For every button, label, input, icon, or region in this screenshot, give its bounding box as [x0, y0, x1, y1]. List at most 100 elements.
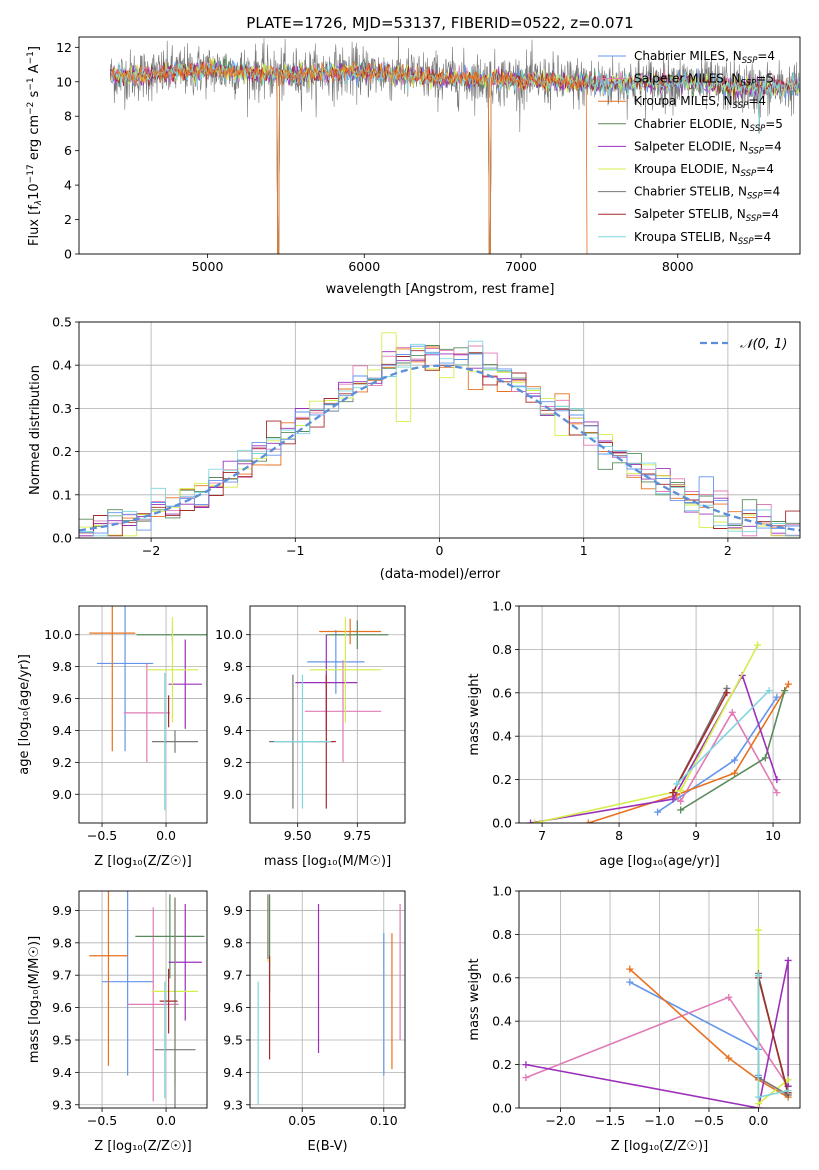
y-tick-label: 9.3: [223, 1097, 243, 1112]
plot-area: [109, 37, 800, 254]
x-axis-label: (data-model)/error: [380, 567, 501, 582]
weight-point: [522, 1061, 530, 1069]
y-tick-label: 0.0: [52, 531, 72, 546]
x-tick-label: 7000: [505, 259, 537, 274]
axes-frame: [518, 890, 801, 1109]
y-tick-label: 10.0: [215, 627, 243, 642]
histogram-step-1: [79, 345, 800, 534]
legend-label: Kroupa ELODIE, NSSP=4: [634, 162, 774, 179]
y-tick-label: 9.2: [223, 755, 243, 770]
weight-point: [784, 1087, 792, 1095]
weight-line-6: [534, 644, 759, 823]
y-tick-label: 9.7: [52, 968, 72, 983]
legend-label: Kroupa MILES, NSSP=4: [634, 94, 766, 111]
weight-point: [784, 680, 792, 688]
plot-area: [269, 617, 389, 809]
y-tick-label: 9.3: [52, 1097, 72, 1112]
x-tick-label: 9.75: [343, 828, 371, 843]
x-axis-label: Z [log₁₀(Z/Z☉)]: [94, 854, 191, 869]
y-tick-label: 9.5: [223, 1032, 243, 1047]
y-tick-label: 0.2: [52, 444, 72, 459]
weight-point: [781, 687, 789, 695]
y-tick-label: 4: [64, 178, 72, 193]
y-tick-label: 0.8: [492, 927, 512, 942]
y-axis-label: age [log₁₀(age/yr)]: [17, 654, 32, 775]
y-tick-label: 10: [56, 74, 72, 89]
x-tick-label: 10: [765, 828, 781, 843]
x-tick-label: 7: [538, 828, 546, 843]
weight-point: [677, 786, 685, 794]
axes-frame: [78, 36, 801, 255]
y-tick-label: 9.0: [223, 787, 243, 802]
x-tick-label: 8: [615, 828, 623, 843]
y-tick-label: 9.2: [52, 755, 72, 770]
weight-point: [725, 993, 733, 1001]
x-axis-label: wavelength [Angstrom, rest frame]: [326, 282, 555, 297]
y-tick-label: 0.2: [492, 772, 512, 787]
y-tick-label: 1.0: [492, 884, 512, 899]
y-tick-label: 12: [56, 40, 72, 55]
y-tick-label: 9.4: [223, 1065, 243, 1080]
weight-point: [626, 965, 634, 973]
weight-point: [754, 926, 762, 934]
weight-point: [754, 641, 762, 649]
y-tick-label: 9.7: [223, 968, 243, 983]
y-tick-label: 9.8: [223, 659, 243, 674]
panel-6: −0.5 0.0 9.3 9.4 9.5 9.6 9.7 9.8 9.9: [52, 890, 208, 1128]
weight-point: [669, 795, 677, 803]
histogram-step-4: [79, 345, 800, 527]
y-tick-label: 1.0: [492, 599, 512, 614]
axes-frame: [518, 605, 801, 824]
weight-point: [765, 687, 773, 695]
y-tick-label: 2: [64, 212, 72, 227]
weight-line-5: [530, 673, 778, 823]
legend-label: Chabrier ELODIE, NSSP=5: [634, 117, 783, 134]
panel-8: −2.0 −1.5 −1.0 −0.5 0.0 0.0 0.2 0.4 0.6 0.8 1.0: [492, 884, 801, 1128]
y-tick-label: 9.6: [52, 1000, 72, 1015]
weight-point: [784, 1076, 792, 1084]
x-tick-label: −1.0: [644, 1113, 674, 1128]
y-tick-label: 0.4: [492, 729, 512, 744]
weight-point: [677, 806, 685, 814]
panel-4: 9.50 9.75 9.0 9.2 9.4 9.6 9.8 10.0: [215, 605, 406, 843]
panel-1: 5000 6000 7000 8000 0 2 4 6 8 10 12 Chabrier MILES,…: [56, 36, 801, 274]
y-tick-label: 9.8: [52, 935, 72, 950]
panel-3: −0.5 0.0 9.0 9.2 9.4 9.6 9.8 10.0: [44, 605, 208, 843]
y-tick-label: 9.4: [52, 723, 72, 738]
x-tick-label: 6000: [348, 259, 380, 274]
model-line-3: [109, 59, 588, 254]
axes-frame: [78, 605, 208, 824]
panel-2: −2 −1 0 1 2 0.0 0.1 0.2 0.3 0.4 0.5 𝒩(0, 1): [52, 315, 801, 558]
legend-label: Kroupa STELIB, NSSP=4: [634, 230, 771, 247]
y-tick-label: 9.0: [52, 787, 72, 802]
x-axis-label: E(B-V): [307, 1139, 347, 1154]
x-tick-label: 9.50: [284, 828, 312, 843]
weight-point: [725, 1054, 733, 1062]
y-tick-label: 0.6: [492, 685, 512, 700]
weight-point: [761, 754, 769, 762]
histogram-step-8: [79, 350, 800, 537]
y-tick-label: 9.4: [52, 1065, 72, 1080]
y-axis-label: mass weight: [467, 958, 482, 1040]
plot-area: [89, 891, 205, 1108]
weight-point: [784, 956, 792, 964]
legend-label: Salpeter STELIB, NSSP=4: [634, 207, 779, 224]
y-tick-label: 9.4: [223, 723, 243, 738]
axes-frame: [249, 890, 406, 1109]
weight-point: [522, 1074, 530, 1082]
weight-point: [723, 689, 731, 697]
y-tick-label: 0.6: [492, 970, 512, 985]
weight-point: [754, 972, 762, 980]
legend-label: Chabrier MILES, NSSP=4: [634, 49, 775, 66]
x-tick-label: −1.5: [595, 1113, 625, 1128]
weight-line-3: [629, 968, 789, 1098]
weight-point: [731, 756, 739, 764]
model-line-8: [109, 61, 800, 254]
x-axis-label: Z [log₁₀(Z/Z☉)]: [94, 1139, 191, 1154]
y-tick-label: 9.6: [223, 1000, 243, 1015]
x-axis-label: age [log₁₀(age/yr)]: [599, 854, 720, 869]
x-tick-label: −2: [142, 543, 160, 558]
panel-5: 7 8 9 10 0.0 0.2 0.4 0.6 0.8 1.0: [492, 599, 801, 843]
weight-point: [754, 1100, 762, 1108]
